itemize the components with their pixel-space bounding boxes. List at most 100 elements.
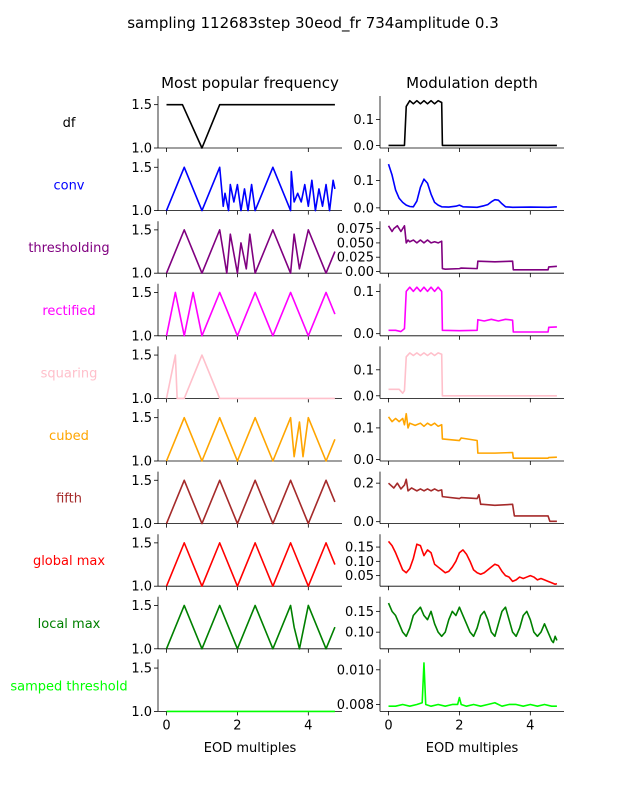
y-tick-label: 1.0 (131, 329, 152, 344)
y-tick-label: 0.0 (353, 201, 374, 216)
y-tick-label: 0.0 (353, 515, 374, 530)
panel-cubed-modulation: 0.0 0.1 (353, 409, 564, 468)
panel-thresholding-frequency: 1.0 1.5 (131, 221, 342, 282)
x-tick-label: 2 (455, 718, 463, 733)
series-line-thresholding-frequency (165, 229, 336, 275)
y-tick-label: 0.10 (345, 555, 374, 570)
y-tick-label: 1.5 (131, 161, 152, 176)
panel-samped-threshold-modulation: 0.008 0.010 0 2 4 (337, 659, 564, 733)
row-labels: df conv thresholding rectified squaring cubed… (10, 116, 127, 694)
y-tick-label: 0.0 (353, 139, 374, 154)
series-line-samped-threshold-modulation (388, 662, 557, 708)
panel-df-frequency: 1.0 1.5 (131, 96, 342, 157)
series-line-thresholding-modulation (387, 224, 557, 271)
y-tick-label: 1.5 (131, 286, 152, 301)
y-tick-label: 1.0 (131, 705, 152, 720)
y-tick-label: 1.5 (131, 98, 152, 113)
x-tick-label: 2 (233, 718, 241, 733)
y-tick-label: 0.1 (353, 113, 374, 128)
panel-conv-modulation: 0.0 0.1 (353, 158, 564, 216)
row-label-rectified: rectified (42, 304, 95, 319)
x-tick-label: 4 (304, 718, 312, 733)
series-line-squaring-modulation (388, 352, 557, 397)
column-title-modulation: Modulation depth (406, 74, 538, 92)
panel-rectified-frequency: 1.0 1.5 (131, 283, 342, 344)
series-line-conv-frequency (165, 166, 336, 212)
panel-squaring-modulation: 0.0 0.1 (353, 346, 564, 404)
y-tick-label: 0.050 (337, 236, 374, 251)
series-line-local-max-modulation (387, 602, 558, 644)
y-tick-label: 0.1 (353, 363, 374, 378)
figure-title: sampling 112683step 30eod_fr 734amplitud… (127, 14, 499, 33)
panel-fifth-modulation: 0.0 0.2 (353, 471, 564, 530)
y-tick-label: 1.5 (131, 411, 152, 426)
y-tick-label: 0.0 (353, 327, 374, 342)
panel-global-max-modulation: 0.050.100.15 (345, 534, 564, 591)
row-label-local-max: local max (38, 617, 101, 632)
panel-samped-threshold-frequency: 1.0 1.5 0 2 4 (131, 659, 342, 733)
row-label-samped-threshold: samped threshold (10, 679, 127, 694)
y-tick-label: 0.0 (353, 389, 374, 404)
panels: 1.01.50.00.11.01.50.00.11.01.50.000.0250… (131, 96, 564, 733)
series-line-fifth-frequency (165, 479, 336, 525)
y-tick-label: 1.5 (131, 599, 152, 614)
y-tick-label: 1.0 (131, 642, 152, 657)
series-line-conv-modulation (387, 163, 557, 209)
row-label-squaring: squaring (41, 366, 98, 381)
panel-local-max-frequency: 1.0 1.5 (131, 596, 342, 657)
y-tick-label: 0.025 (337, 251, 374, 266)
column-title-frequency: Most popular frequency (161, 74, 339, 92)
y-tick-label: 1.5 (131, 662, 152, 677)
series-line-local-max-frequency (165, 604, 336, 650)
series-line-fifth-modulation (387, 478, 557, 523)
x-axis-label-right: EOD multiples (426, 741, 519, 756)
y-tick-label: 1.0 (131, 517, 152, 532)
y-tick-label: 0.010 (337, 663, 374, 678)
y-tick-label: 1.5 (131, 474, 152, 489)
y-tick-label: 0.15 (345, 605, 374, 620)
row-label-conv: conv (53, 179, 84, 194)
x-axis-label-left: EOD multiples (204, 741, 297, 756)
y-tick-label: 0.05 (345, 569, 374, 584)
series-line-rectified-modulation (388, 286, 557, 333)
panel-conv-frequency: 1.0 1.5 (131, 158, 342, 219)
series-line-cubed-frequency (165, 416, 336, 462)
y-tick-label: 1.0 (131, 455, 152, 470)
panel-fifth-frequency: 1.0 1.5 (131, 471, 342, 532)
row-label-cubed: cubed (49, 429, 89, 444)
series-line-global-max-modulation (387, 540, 558, 586)
x-tick-label: 0 (384, 718, 392, 733)
row-label-df: df (63, 116, 76, 131)
y-tick-label: 1.0 (131, 204, 152, 219)
panel-global-max-frequency: 1.0 1.5 (131, 534, 342, 595)
y-tick-label: 1.5 (131, 536, 152, 551)
y-tick-label: 0.10 (345, 626, 374, 641)
series-line-global-max-frequency (165, 542, 336, 588)
panel-cubed-frequency: 1.0 1.5 (131, 409, 342, 470)
series-line-df-frequency (166, 103, 335, 149)
y-tick-label: 0.00 (345, 265, 374, 280)
y-tick-label: 0.15 (345, 541, 374, 556)
series-line-rectified-frequency (165, 291, 336, 337)
y-tick-label: 1.0 (131, 392, 152, 407)
y-tick-label: 0.1 (353, 285, 374, 300)
y-tick-label: 0.1 (353, 421, 374, 436)
x-tick-label: 0 (162, 718, 170, 733)
row-label-thresholding: thresholding (28, 241, 109, 256)
y-tick-label: 0.008 (337, 698, 374, 713)
y-tick-label: 1.5 (131, 349, 152, 364)
panel-squaring-frequency: 1.0 1.5 (131, 346, 342, 407)
panel-rectified-modulation: 0.0 0.1 (353, 283, 564, 342)
y-tick-label: 1.5 (131, 223, 152, 238)
panel-local-max-modulation: 0.10 0.15 (345, 596, 564, 653)
y-tick-label: 0.075 (337, 222, 374, 237)
y-tick-label: 0.2 (353, 477, 374, 492)
row-label-global-max: global max (33, 554, 105, 569)
y-tick-label: 1.0 (131, 142, 152, 157)
y-tick-label: 0.1 (353, 174, 374, 189)
row-label-fifth: fifth (56, 492, 82, 507)
series-line-squaring-frequency (165, 354, 335, 400)
panel-df-modulation: 0.0 0.1 (353, 96, 564, 154)
